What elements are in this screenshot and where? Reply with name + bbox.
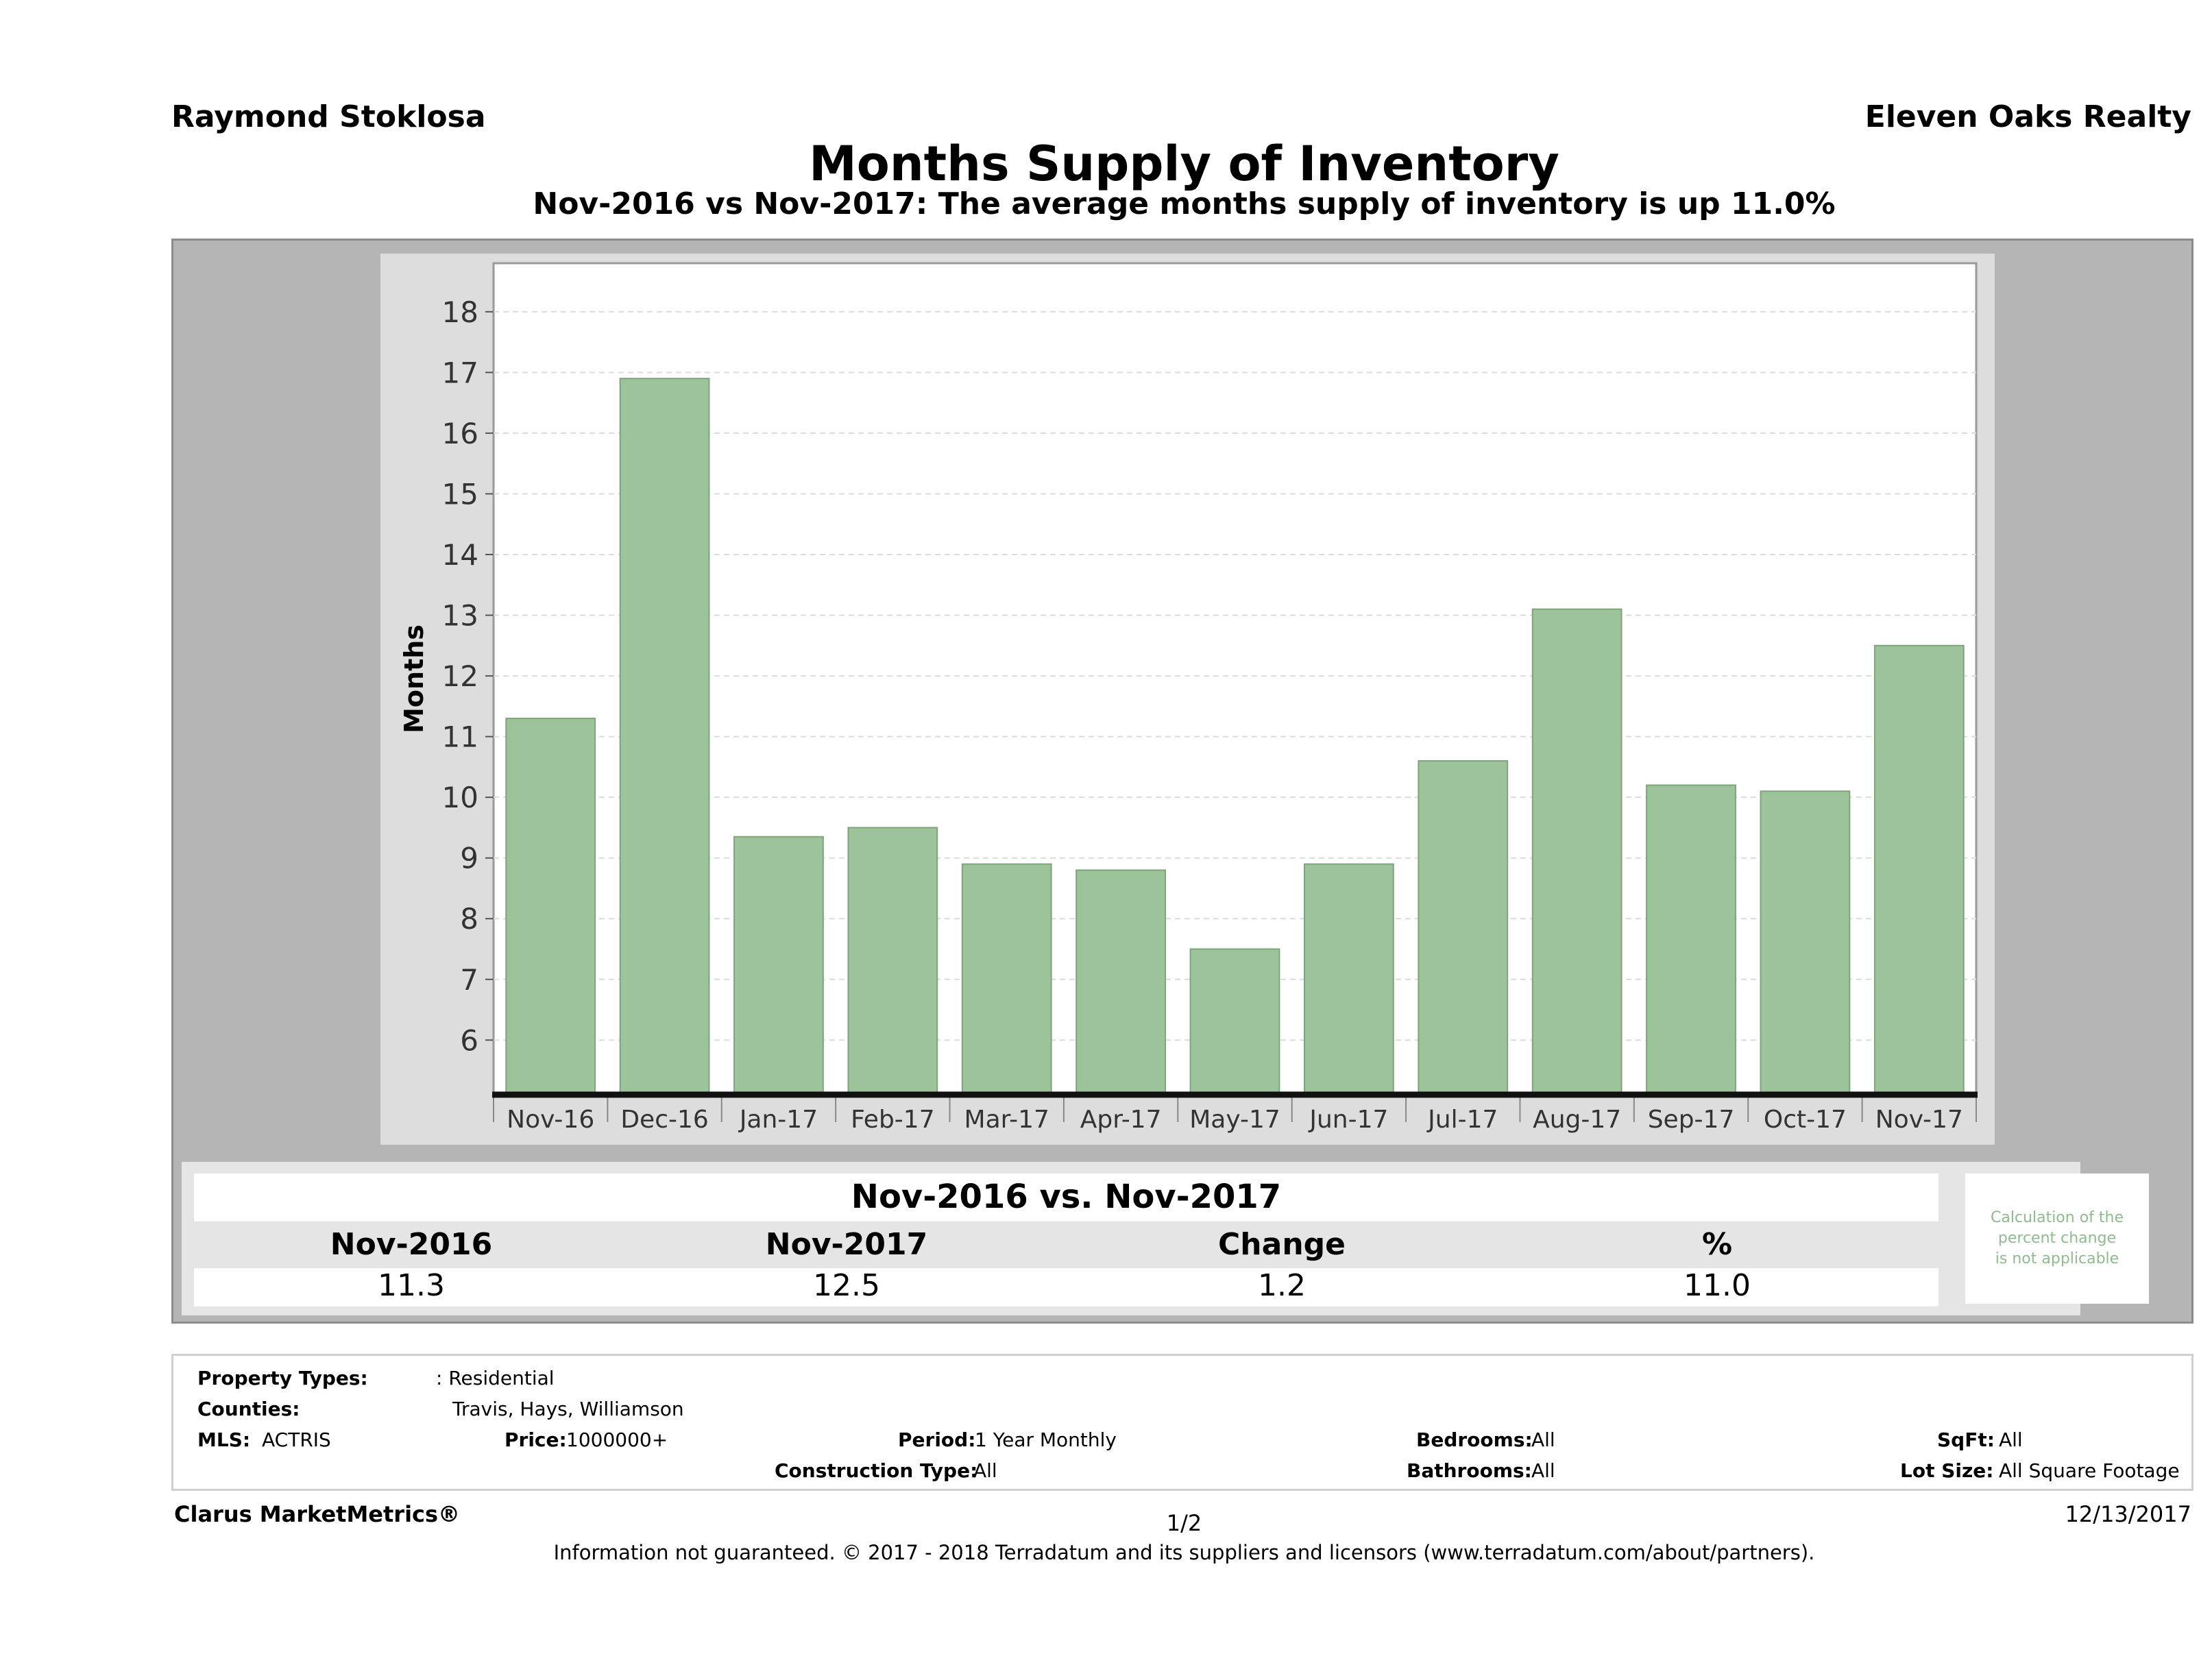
bar [1760,790,1851,1095]
chart-panel: 6 7 8 9 10 11 12 13 14 15 16 17 18 Nov-16 Dec-16 Jan-17… [380,254,1995,1145]
comparison-value-start: 11.3 [378,1268,445,1303]
x-tick-label: Jul-17 [1426,1106,1498,1134]
percent-note-line: is not applicable [1995,1250,2119,1267]
x-tick-label: Oct-17 [1764,1106,1847,1134]
construction-type-value: All [973,1459,997,1482]
bathrooms-value: All [1531,1459,1555,1482]
comparison-header-start: Nov-2016 [330,1227,493,1262]
percent-note-line: Calculation of the [1990,1209,2124,1226]
bar [847,827,938,1095]
y-tick-label: 11 [442,720,478,754]
property-types-value: : Residential [436,1367,555,1389]
bathrooms-label: Bathrooms: [1407,1459,1532,1482]
bar [505,718,596,1095]
bar [733,836,824,1096]
brokerage-name: Eleven Oaks Realty [1864,99,2191,134]
bar [1189,948,1280,1096]
comparison-values-row [194,1268,1938,1306]
y-tick-label: 16 [442,417,478,450]
comparison-value-change: 1.2 [1258,1268,1306,1303]
y-tick-label: 12 [442,659,478,693]
comparison-title-row [194,1174,1938,1221]
y-tick-label: 13 [442,599,478,633]
y-tick-label: 15 [442,477,478,511]
period-value: 1 Year Monthly [975,1428,1117,1451]
price-label: Price: [505,1428,567,1451]
x-tick-label: Aug-17 [1533,1106,1621,1134]
y-tick-label: 9 [460,842,478,875]
disclaimer: Information not guaranteed. © 2017 - 201… [553,1541,1815,1564]
y-tick-label: 8 [460,902,478,936]
bar [1418,760,1509,1095]
x-tick-label: Sep-17 [1648,1106,1735,1134]
comparison-header-end: Nov-2017 [765,1227,928,1262]
y-tick-label: 14 [442,538,478,572]
period-label: Period: [898,1428,976,1451]
bar [961,863,1052,1095]
counties-value: Travis, Hays, Williamson [452,1398,684,1420]
percent-note: Calculation of the percent change is not… [1965,1208,2149,1269]
comparison-title: Nov-2016 vs. Nov-2017 [851,1178,1282,1216]
lot-size-label: Lot Size: [1900,1459,1994,1482]
bar [1075,869,1167,1096]
comparison-header-percent: % [1701,1227,1733,1262]
y-tick-label: 6 [460,1023,478,1057]
report-date: 12/13/2017 [2065,1501,2191,1527]
report-title: Months Supply of Inventory [809,136,1559,192]
mls-value: ACTRIS [262,1428,331,1451]
counties-label: Counties: [197,1398,300,1420]
bar [1531,608,1622,1095]
bedrooms-label: Bedrooms: [1416,1428,1533,1451]
x-tick-label: Feb-17 [851,1106,935,1134]
sqft-label: SqFt: [1937,1428,1995,1451]
comparison-value-percent: 11.0 [1684,1268,1751,1303]
agent-name: Raymond Stoklosa [171,99,486,134]
report-subtitle: Nov-2016 vs Nov-2017: The average months… [533,186,1836,221]
bar [1873,644,1965,1095]
x-tick-label: May-17 [1189,1106,1280,1134]
search-criteria-box [171,1354,2193,1491]
construction-type-label: Construction Type: [775,1459,978,1482]
x-tick-label: Nov-17 [1875,1106,1963,1134]
bar [1646,784,1736,1095]
x-tick-label: Nov-16 [507,1106,594,1134]
property-types-label: Property Types: [197,1367,368,1389]
y-tick-label: 7 [460,963,478,997]
price-value: 1000000+ [566,1428,668,1451]
product-name: Clarus MarketMetrics® [174,1501,461,1527]
bar-chart: 6 7 8 9 10 11 12 13 14 15 16 17 18 Nov-16 Dec-16 Jan-17… [399,262,1978,1134]
y-tick-label: 10 [442,781,478,814]
comparison-value-end: 12.5 [813,1268,880,1303]
percent-note-line: percent change [1997,1230,2117,1247]
page-number: 1/2 [1166,1510,1202,1536]
lot-size-value: All Square Footage [1999,1459,2180,1482]
y-tick-label: 17 [442,356,478,389]
bar [619,378,710,1095]
percent-note-box [1965,1174,2149,1304]
x-tick-label: Jan-17 [738,1106,818,1134]
x-tick-label: Jun-17 [1308,1106,1388,1134]
y-tick-label: 18 [442,295,478,329]
bar [1303,863,1394,1095]
x-tick-label: Apr-17 [1080,1106,1162,1134]
bedrooms-value: All [1531,1428,1555,1451]
y-axis-label: Months [399,624,429,733]
mls-label: MLS: [197,1428,251,1451]
x-tick-label: Mar-17 [964,1106,1049,1134]
comparison-header-change: Change [1218,1227,1346,1262]
sqft-value: All [1999,1428,2023,1451]
x-tick-label: Dec-16 [620,1106,708,1134]
